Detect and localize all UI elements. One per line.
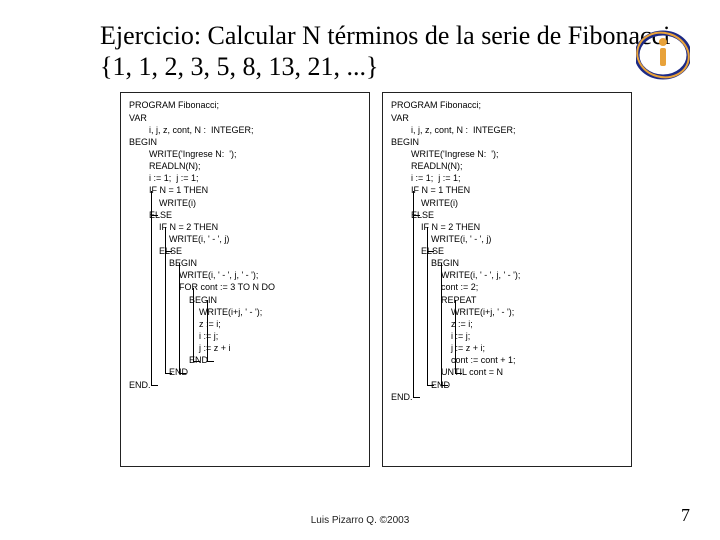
code-line: VAR [129,112,361,124]
code-line: READLN(N); [129,160,361,172]
branch-line [413,215,420,398]
left-code-box: PROGRAM Fibonacci;VAR i, j, z, cont, N :… [120,92,370,467]
code-line: WRITE(i, ' - ', j) [129,233,361,245]
code-line: WRITE(i, ' - ', j, ' - '); [129,269,361,281]
footer-text: Luis Pizarro Q. ©2003 [0,515,720,526]
code-line: IF N = 2 THEN [391,221,623,233]
branch-line [151,191,158,216]
code-line: ELSE [391,209,623,221]
logo-icon [636,28,690,82]
branch-line [207,300,214,362]
code-line: READLN(N); [391,160,623,172]
branch-line [441,263,448,386]
code-line: BEGIN [391,257,623,269]
code-line: END [129,366,361,378]
code-line: END. [391,391,623,403]
code-line: PROGRAM Fibonacci; [129,99,361,111]
code-line: WRITE(i) [391,197,623,209]
code-line: j := z + i [129,342,361,354]
code-line: IF N = 2 THEN [129,221,361,233]
code-line: BEGIN [129,294,361,306]
branch-line [427,251,434,386]
code-line: i, j, z, cont, N : INTEGER; [391,124,623,136]
branch-line [193,288,200,362]
code-line: WRITE(i+j, ' - '); [129,306,361,318]
code-line: END [391,379,623,391]
branch-line [165,227,172,252]
branch-line [455,300,462,374]
code-line: WRITE(i) [129,197,361,209]
code-line: cont := cont + 1; [391,354,623,366]
branch-line [165,251,172,374]
code-line: BEGIN [391,136,623,148]
code-line: i, j, z, cont, N : INTEGER; [129,124,361,136]
code-line: ELSE [129,209,361,221]
code-line: END [129,354,361,366]
branch-line [427,227,434,252]
code-line: WRITE(i, ' - ', j, ' - '); [391,269,623,281]
code-line: BEGIN [129,136,361,148]
code-container: PROGRAM Fibonacci;VAR i, j, z, cont, N :… [120,92,680,467]
branch-line [179,263,186,373]
code-line: WRITE(i, ' - ', j) [391,233,623,245]
code-line: i := 1; j := 1; [129,172,361,184]
page-number: 7 [681,505,690,526]
code-line: i := j; [129,330,361,342]
code-line: j := z + i; [391,342,623,354]
right-code-box: PROGRAM Fibonacci;VAR i, j, z, cont, N :… [382,92,632,467]
code-line: i := 1; j := 1; [391,172,623,184]
code-line: WRITE(i+j, ' - '); [391,306,623,318]
code-line: IF N = 1 THEN [391,184,623,196]
code-line: PROGRAM Fibonacci; [391,99,623,111]
code-line: UNTIL cont = N [391,366,623,378]
code-line: REPEAT [391,294,623,306]
code-line: i := j; [391,330,623,342]
code-line: ELSE [129,245,361,257]
code-line: BEGIN [129,257,361,269]
code-line: ELSE [391,245,623,257]
branch-line [151,215,158,386]
code-line: IF N = 1 THEN [129,184,361,196]
code-line: cont := 2; [391,281,623,293]
code-line: FOR cont := 3 TO N DO [129,281,361,293]
slide: Ejercicio: Calcular N términos de la ser… [0,0,720,540]
branch-line [413,191,420,216]
slide-title: Ejercicio: Calcular N términos de la ser… [100,20,680,82]
code-line: z := i; [129,318,361,330]
code-line: WRITE('Ingrese N: '); [129,148,361,160]
code-line: z := i; [391,318,623,330]
code-line: END. [129,379,361,391]
code-line: WRITE('Ingrese N: '); [391,148,623,160]
code-line: VAR [391,112,623,124]
